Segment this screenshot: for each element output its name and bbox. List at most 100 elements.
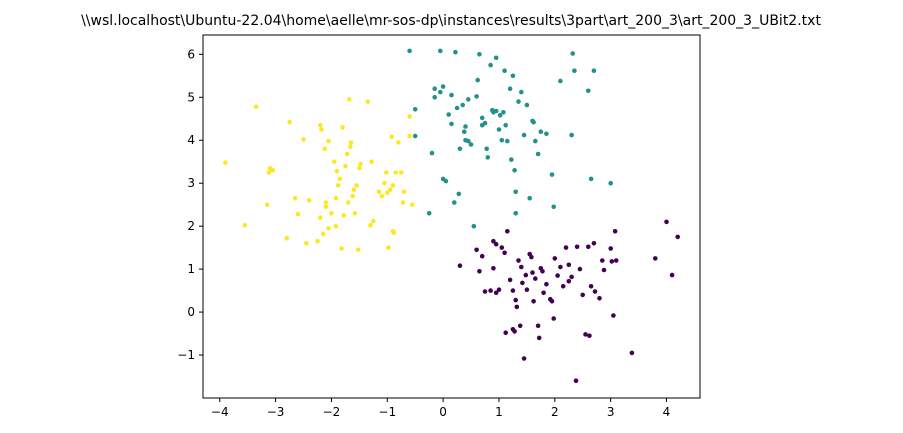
data-point bbox=[315, 239, 320, 244]
data-point bbox=[555, 273, 560, 278]
data-point bbox=[564, 245, 569, 250]
x-tick-label: 2 bbox=[551, 405, 559, 419]
data-point bbox=[453, 50, 458, 55]
x-tick-label: 1 bbox=[495, 405, 503, 419]
data-point bbox=[293, 196, 298, 201]
data-point bbox=[583, 332, 588, 337]
data-point bbox=[520, 281, 525, 286]
data-point bbox=[539, 129, 544, 134]
data-point bbox=[502, 251, 507, 256]
data-point bbox=[509, 157, 514, 162]
data-point bbox=[511, 74, 516, 79]
data-point bbox=[536, 324, 541, 329]
x-tick-label: 0 bbox=[439, 405, 447, 419]
data-points bbox=[223, 49, 680, 384]
data-point bbox=[377, 190, 382, 195]
data-point bbox=[446, 112, 451, 117]
data-point bbox=[369, 159, 374, 164]
data-point bbox=[413, 134, 418, 139]
data-point bbox=[488, 63, 493, 68]
data-point bbox=[486, 155, 491, 160]
data-point bbox=[455, 106, 460, 111]
y-tick-label: 3 bbox=[187, 176, 195, 190]
data-point bbox=[427, 211, 432, 216]
data-point bbox=[494, 109, 499, 114]
data-point bbox=[544, 282, 549, 287]
data-point bbox=[399, 170, 404, 175]
data-point bbox=[613, 229, 618, 234]
data-point bbox=[516, 99, 521, 104]
data-point bbox=[463, 124, 468, 129]
data-point bbox=[389, 135, 394, 140]
data-point bbox=[466, 97, 471, 102]
data-point bbox=[503, 330, 508, 335]
data-point bbox=[480, 116, 485, 121]
x-tick-label: −4 bbox=[211, 405, 229, 419]
data-point bbox=[550, 172, 555, 177]
data-point bbox=[304, 241, 309, 246]
data-point bbox=[326, 139, 331, 144]
data-point bbox=[494, 56, 499, 61]
data-point bbox=[318, 123, 323, 128]
data-point bbox=[589, 284, 594, 289]
data-point bbox=[524, 273, 529, 278]
data-point bbox=[536, 152, 541, 157]
data-point bbox=[379, 194, 384, 199]
data-point bbox=[371, 219, 376, 224]
data-point bbox=[402, 190, 407, 195]
data-point bbox=[522, 356, 527, 361]
data-point bbox=[301, 137, 306, 142]
data-point bbox=[449, 93, 454, 98]
data-point bbox=[340, 125, 345, 130]
data-point bbox=[578, 267, 583, 272]
data-point bbox=[254, 104, 259, 109]
data-point bbox=[438, 49, 443, 54]
data-point bbox=[602, 268, 607, 273]
data-point bbox=[497, 127, 502, 132]
data-point bbox=[347, 97, 352, 102]
data-point bbox=[334, 196, 339, 201]
data-point bbox=[324, 200, 329, 205]
data-point bbox=[407, 114, 412, 119]
x-tick-label: 4 bbox=[663, 405, 671, 419]
data-point bbox=[593, 289, 598, 294]
data-point bbox=[460, 103, 465, 108]
data-point bbox=[516, 258, 521, 263]
data-point bbox=[475, 78, 480, 83]
data-point bbox=[430, 151, 435, 156]
data-point bbox=[597, 296, 602, 301]
data-point bbox=[653, 256, 658, 261]
data-point bbox=[664, 220, 669, 225]
x-tick-label: −2 bbox=[323, 405, 341, 419]
data-point bbox=[438, 90, 443, 95]
data-point bbox=[494, 242, 499, 247]
data-point bbox=[386, 245, 391, 250]
data-point bbox=[592, 68, 597, 73]
data-point bbox=[382, 181, 387, 186]
data-point bbox=[533, 276, 538, 281]
data-point bbox=[271, 168, 276, 173]
y-tick-label: 2 bbox=[187, 219, 195, 233]
data-point bbox=[567, 279, 572, 284]
data-point bbox=[511, 327, 516, 332]
data-point bbox=[608, 181, 613, 186]
data-point bbox=[567, 263, 572, 268]
data-point bbox=[329, 211, 334, 216]
data-point bbox=[365, 99, 370, 104]
data-point bbox=[407, 49, 412, 54]
data-point bbox=[575, 245, 580, 250]
data-point bbox=[600, 258, 605, 263]
data-point bbox=[525, 287, 530, 292]
data-point bbox=[483, 121, 488, 126]
data-point bbox=[441, 84, 446, 89]
data-point bbox=[388, 187, 393, 192]
data-point bbox=[474, 94, 479, 99]
data-point bbox=[458, 263, 463, 268]
data-point bbox=[491, 266, 496, 271]
data-point bbox=[508, 86, 513, 91]
data-point bbox=[343, 164, 348, 169]
data-point bbox=[541, 291, 546, 296]
data-point bbox=[483, 289, 488, 294]
data-point bbox=[675, 235, 680, 240]
axes-frame bbox=[203, 35, 700, 398]
